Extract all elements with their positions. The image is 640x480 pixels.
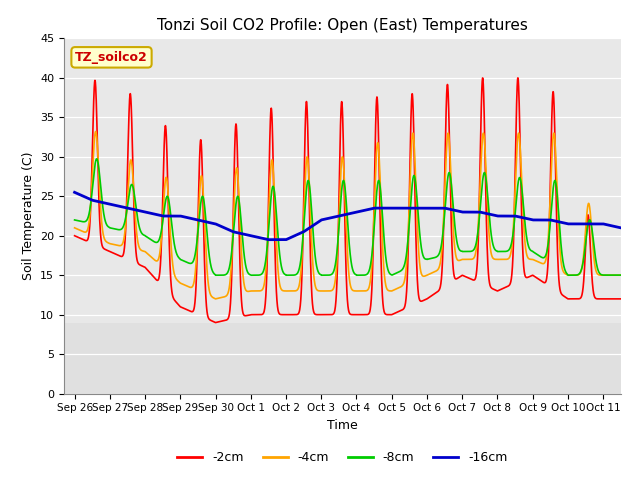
X-axis label: Time: Time bbox=[327, 419, 358, 432]
Title: Tonzi Soil CO2 Profile: Open (East) Temperatures: Tonzi Soil CO2 Profile: Open (East) Temp… bbox=[157, 18, 528, 33]
Text: TZ_soilco2: TZ_soilco2 bbox=[75, 51, 148, 64]
Legend: -2cm, -4cm, -8cm, -16cm: -2cm, -4cm, -8cm, -16cm bbox=[172, 446, 513, 469]
Y-axis label: Soil Temperature (C): Soil Temperature (C) bbox=[22, 152, 35, 280]
Bar bbox=[64, 38, 621, 323]
